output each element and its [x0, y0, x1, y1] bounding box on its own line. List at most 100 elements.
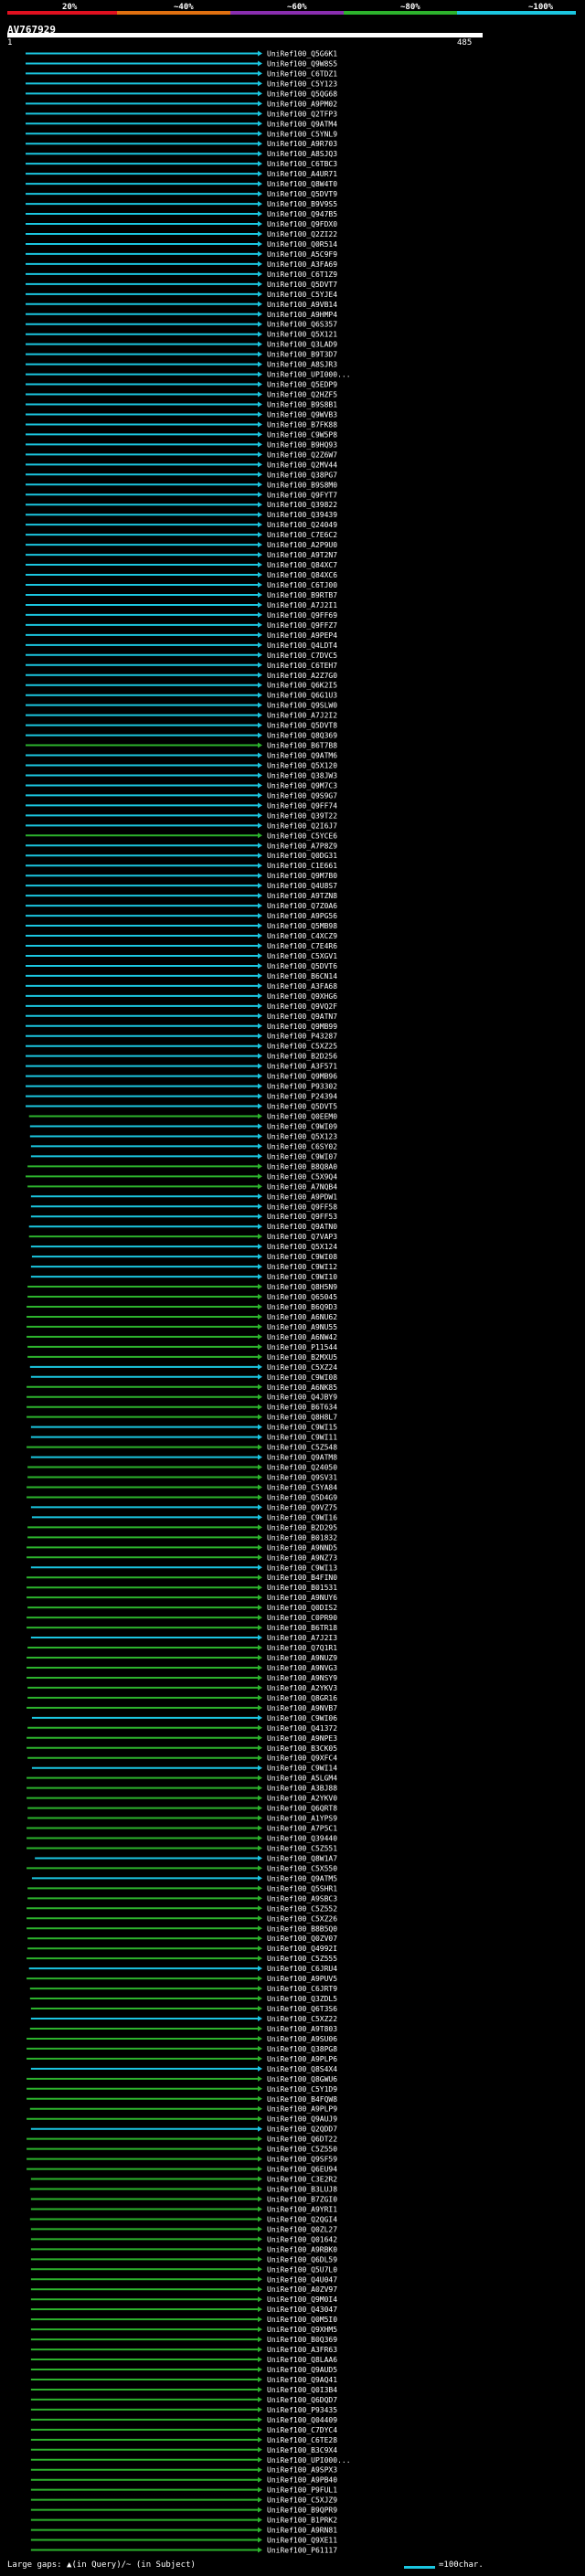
hit-row[interactable]: UniRef100_B3LUJ8 — [29, 2186, 337, 2194]
hit-label[interactable]: UniRef100_C9WI07 — [267, 1152, 337, 1161]
hit-label[interactable]: UniRef100_Q9AQ41 — [267, 2376, 337, 2384]
hit-label[interactable]: UniRef100_C4XCZ9 — [267, 932, 337, 940]
hit-row[interactable]: UniRef100_A2YKV3 — [27, 1684, 337, 1692]
hit-row[interactable]: UniRef100_Q3ZDL5 — [29, 1995, 337, 2003]
hit-row[interactable]: UniRef100_A9YRI1 — [30, 2205, 337, 2213]
hit-row[interactable]: UniRef100_Q9FDX0 — [26, 220, 337, 228]
hit-label[interactable]: UniRef100_B0Q369 — [267, 2336, 337, 2344]
hit-label[interactable]: UniRef100_Q4992I — [267, 1945, 337, 1953]
hit-row[interactable]: UniRef100_Q0R514 — [26, 240, 337, 249]
hit-row[interactable]: UniRef100_A3FA68 — [26, 982, 337, 991]
hit-label[interactable]: UniRef100_Q9M7C3 — [267, 781, 337, 790]
hit-row[interactable]: UniRef100_C5Z550 — [27, 2146, 337, 2154]
hit-row[interactable]: UniRef100_A5LGM4 — [27, 1775, 337, 1783]
hit-label[interactable]: UniRef100_A3FR63 — [267, 2346, 337, 2354]
hit-label[interactable]: UniRef100_Q5DVT8 — [267, 722, 337, 730]
hit-label[interactable]: UniRef100_B9QPR9 — [267, 2507, 337, 2515]
hit-row[interactable]: UniRef100_P24394 — [26, 1093, 337, 1101]
hit-label[interactable]: UniRef100_Q5SHR1 — [267, 1884, 337, 1892]
hit-label[interactable]: UniRef100_C7DVC5 — [267, 652, 337, 660]
hit-row[interactable]: UniRef100_Q6QRT8 — [27, 1805, 337, 1813]
hit-label[interactable]: UniRef100_Q6QRT8 — [267, 1805, 337, 1813]
hit-row[interactable]: UniRef100_A9SU06 — [27, 2035, 337, 2043]
hit-label[interactable]: UniRef100_Q65045 — [267, 1293, 337, 1301]
hit-label[interactable]: UniRef100_C9WI10 — [267, 1273, 337, 1281]
hit-row[interactable]: UniRef100_Q9MB96 — [26, 1073, 337, 1081]
hit-label[interactable]: UniRef100_Q9W8S5 — [267, 59, 337, 68]
hit-label[interactable]: UniRef100_A9NZ73 — [267, 1553, 337, 1562]
hit-label[interactable]: UniRef100_Q6S357 — [267, 321, 337, 329]
hit-label[interactable]: UniRef100_Q5DVT9 — [267, 190, 337, 198]
hit-label[interactable]: UniRef100_Q24050 — [267, 1464, 337, 1472]
hit-row[interactable]: UniRef100_A9PLP9 — [29, 2105, 337, 2114]
hit-row[interactable]: UniRef100_A2Z7G0 — [26, 672, 337, 680]
hit-row[interactable]: UniRef100_Q5G6K1 — [26, 49, 337, 58]
hit-row[interactable]: UniRef100_C9WI15 — [30, 1424, 337, 1432]
hit-label[interactable]: UniRef100_C5YCE6 — [267, 832, 337, 840]
hit-label[interactable]: UniRef100_B9T3D7 — [267, 351, 337, 359]
hit-label[interactable]: UniRef100_B9RTB7 — [267, 591, 337, 599]
hit-label[interactable]: UniRef100_Q4U047 — [267, 2275, 337, 2284]
hit-label[interactable]: UniRef100_A9NPE3 — [267, 1734, 337, 1743]
hit-row[interactable]: UniRef100_C6JRT9 — [29, 1985, 337, 1993]
hit-row[interactable]: UniRef100_P61117 — [30, 2547, 337, 2555]
hit-label[interactable]: UniRef100_B8Q8A0 — [267, 1162, 337, 1171]
hit-label[interactable]: UniRef100_A9HMP4 — [267, 311, 337, 319]
hit-label[interactable]: UniRef100_C6TBC3 — [267, 160, 337, 168]
hit-row[interactable]: UniRef100_C5Y1D9 — [27, 2085, 337, 2094]
hit-label[interactable]: UniRef100_Q9M0I4 — [267, 2295, 337, 2304]
hit-row[interactable]: UniRef100_A5C9F9 — [26, 250, 337, 259]
hit-row[interactable]: UniRef100_Q24049 — [26, 521, 337, 529]
hit-row[interactable]: UniRef100_A9PUV5 — [27, 1975, 337, 1983]
hit-row[interactable]: UniRef100_A0ZV97 — [30, 2285, 337, 2294]
hit-label[interactable]: UniRef100_Q6K2I5 — [267, 682, 337, 690]
hit-label[interactable]: UniRef100_Q0R514 — [267, 240, 337, 249]
hit-row[interactable]: UniRef100_A8SJQ3 — [26, 150, 337, 158]
hit-label[interactable]: UniRef100_Q9FF53 — [267, 1213, 337, 1221]
hit-row[interactable]: UniRef100_UPI000... — [30, 2456, 351, 2465]
hit-label[interactable]: UniRef100_A9PEP4 — [267, 631, 337, 640]
hit-row[interactable]: UniRef100_Q5DVT8 — [26, 722, 337, 730]
hit-row[interactable]: UniRef100_B9S8B1 — [26, 401, 337, 409]
hit-row[interactable]: UniRef100_Q01642 — [30, 2235, 337, 2243]
hit-row[interactable]: UniRef100_C9WI10 — [30, 1273, 337, 1281]
hit-label[interactable]: UniRef100_C6JRU4 — [267, 1965, 337, 1973]
hit-label[interactable]: UniRef100_C5Z550 — [267, 2146, 337, 2154]
hit-row[interactable]: UniRef100_C5YNL9 — [26, 130, 337, 138]
hit-label[interactable]: UniRef100_Q9ATN0 — [267, 1223, 337, 1231]
hit-label[interactable]: UniRef100_A2P9U0 — [267, 541, 337, 549]
hit-label[interactable]: UniRef100_A9NND5 — [267, 1543, 337, 1552]
hit-row[interactable]: UniRef100_A4UR71 — [26, 170, 337, 178]
hit-label[interactable]: UniRef100_A4UR71 — [267, 170, 337, 178]
hit-label[interactable]: UniRef100_Q8LAA6 — [267, 2356, 337, 2364]
hit-row[interactable]: UniRef100_C0PR90 — [27, 1614, 337, 1622]
hit-row[interactable]: UniRef100_Q4LDT4 — [26, 641, 337, 650]
hit-row[interactable]: UniRef100_Q4992I — [27, 1945, 337, 1953]
hit-label[interactable]: UniRef100_Q3ZDL5 — [267, 1995, 337, 2003]
hit-row[interactable]: UniRef100_C5X550 — [27, 1864, 337, 1872]
hit-label[interactable]: UniRef100_B7ZGI0 — [267, 2195, 337, 2203]
hit-label[interactable]: UniRef100_Q6DT22 — [267, 2136, 337, 2144]
hit-label[interactable]: UniRef100_C3E2R2 — [267, 2176, 337, 2184]
hit-row[interactable]: UniRef100_A9PG56 — [26, 912, 337, 920]
hit-row[interactable]: UniRef100_Q7VAP3 — [28, 1233, 338, 1241]
hit-label[interactable]: UniRef100_C5YA84 — [267, 1483, 337, 1491]
hit-row[interactable]: UniRef100_C9W5P8 — [26, 430, 337, 439]
hit-label[interactable]: UniRef100_B3LUJ8 — [267, 2186, 337, 2194]
hit-row[interactable]: UniRef100_A8SJR3 — [26, 361, 337, 369]
hit-row[interactable]: UniRef100_B4FIN0 — [27, 1574, 337, 1582]
hit-label[interactable]: UniRef100_Q84XC6 — [267, 571, 337, 579]
hit-label[interactable]: UniRef100_B7FK88 — [267, 420, 337, 429]
hit-label[interactable]: UniRef100_Q6T3S6 — [267, 2005, 337, 2013]
hit-row[interactable]: UniRef100_Q947B5 — [26, 210, 337, 218]
hit-row[interactable]: UniRef100_B8Q8A0 — [27, 1162, 337, 1171]
hit-row[interactable]: UniRef100_A3F571 — [26, 1063, 337, 1071]
hit-row[interactable]: UniRef100_A6NW42 — [27, 1333, 337, 1341]
hit-label[interactable]: UniRef100_A9SPX3 — [267, 2466, 337, 2475]
hit-label[interactable]: UniRef100_A9PDW1 — [267, 1193, 337, 1201]
hit-label[interactable]: UniRef100_C5XZ22 — [267, 2015, 337, 2023]
hit-row[interactable]: UniRef100_Q0ZV07 — [27, 1935, 337, 1943]
hit-row[interactable]: UniRef100_B2MXU5 — [27, 1353, 337, 1362]
hit-label[interactable]: UniRef100_C5XZ24 — [267, 1363, 337, 1372]
hit-label[interactable]: UniRef100_A9NUY6 — [267, 1594, 337, 1602]
